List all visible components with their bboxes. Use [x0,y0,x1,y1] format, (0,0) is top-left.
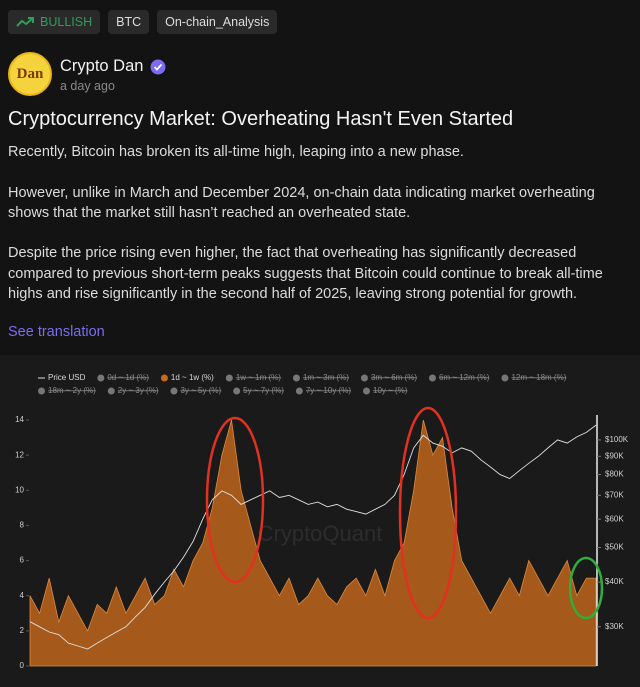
y2-tick-label: $90K [605,451,624,460]
legend-swatch [295,387,303,395]
y-tick-label: 4 [20,591,25,600]
trend-icon [16,17,34,27]
post-title: Cryptocurrency Market: Overheating Hasn'… [8,108,514,130]
legend-swatch [38,387,45,395]
legend-swatch [363,387,370,395]
price-line [29,424,597,650]
legend-label[interactable]: 12m ~ 18m (%) [511,373,566,382]
legend-label[interactable]: 5y ~ 7y (%) [243,386,284,395]
legend-label[interactable]: 1w ~ 1m (%) [236,373,281,382]
legend-swatch [107,387,115,395]
y-tick-label: 2 [20,626,25,635]
chart: CryptoQuant 0 2 4 6 8 10 12 14 $30K $40K $50K $60K $… [0,355,640,687]
legend-label[interactable]: 3m ~ 6m (%) [371,373,417,382]
legend-swatch [360,374,368,382]
tag-row: BULLISH BTC On-chain_Analysis [8,10,278,34]
y-tick-label: 14 [15,415,24,424]
post-time: a day ago [60,79,115,93]
author-name[interactable]: Crypto Dan [60,57,144,75]
legend-label[interactable]: 7y ~ 10y (%) [306,386,351,395]
tag[interactable]: BTC [108,10,150,34]
legend-swatch [233,387,241,395]
y2-tick-label: $70K [605,490,624,499]
legend-label[interactable]: 2y ~ 3y (%) [118,386,159,395]
post-body: Recently, Bitcoin has broken its all-tim… [8,142,634,325]
plot [29,419,597,667]
area [29,419,597,667]
tag-label: BULLISH [40,15,93,29]
legend-swatch [428,374,436,382]
avatar[interactable]: Dan [8,52,52,96]
tag[interactable]: BULLISH [8,10,101,34]
highlight-ellipse [205,416,265,584]
y2-tick-label: $60K [605,514,624,523]
highlight-ellipse [398,406,458,620]
y2-tick-label: $100K [605,435,629,444]
paragraph: However, unlike in March and December 20… [8,184,595,221]
legend-swatch [292,374,300,382]
paragraph: Recently, Bitcoin has broken its all-tim… [8,144,464,160]
y-tick-label: 0 [20,661,25,670]
y-tick-label: 8 [20,521,25,530]
y-tick-label: 6 [20,556,25,565]
author-row: Crypto Dan [60,57,166,76]
legend-label[interactable]: 3y ~ 5y (%) [180,386,221,395]
y2-tick-label: $50K [605,543,624,552]
watermark: CryptoQuant [258,521,383,546]
legend-label[interactable]: 18m ~ 2y (%) [48,386,96,395]
legend-label[interactable]: 6m ~ 12m (%) [439,373,490,382]
y2-tick-label: $80K [605,470,624,479]
legend-swatch [97,374,105,382]
translate-link[interactable]: See translation [8,324,105,340]
y-tick-label: 10 [15,485,24,494]
highlight-ellipse [568,556,604,620]
legend-label[interactable]: 10y ~ (%) [373,386,408,395]
legend-swatch [170,387,178,395]
y-tick-label: 12 [15,450,24,459]
legend-label[interactable]: 1m ~ 3m (%) [303,373,349,382]
legend-label[interactable]: 0d ~ 1d (%) [107,373,149,382]
legend-label[interactable]: Price USD [48,373,86,382]
legend-swatch [225,374,233,382]
legend-label[interactable]: 1d ~ 1w (%) [171,373,214,382]
legend-swatch [501,374,509,382]
y2-tick-label: $40K [605,577,624,586]
y2-tick-label: $30K [605,622,624,631]
tag[interactable]: On-chain_Analysis [157,10,278,34]
legend-swatch [160,374,168,382]
paragraph: Despite the price rising even higher, th… [8,245,603,303]
verified-badge [150,59,166,74]
